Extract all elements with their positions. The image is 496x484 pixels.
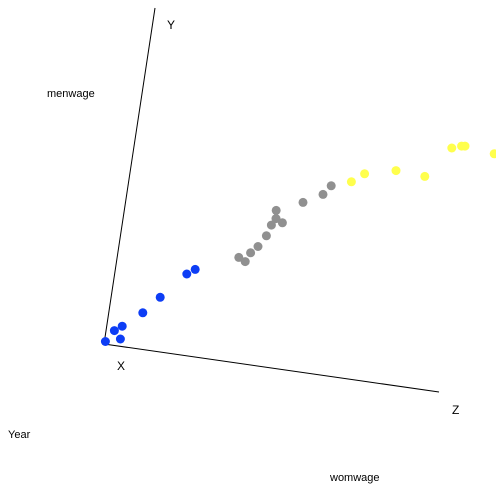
data-point-gray-11 xyxy=(253,242,263,251)
y-axis-line xyxy=(103,7,156,345)
data-point-blue-3 xyxy=(115,334,125,344)
data-point-yellow-22 xyxy=(391,166,401,176)
year-axis-label: Year xyxy=(8,429,31,441)
data-point-gray-17 xyxy=(298,197,308,207)
womwage-axis-label: womwage xyxy=(329,472,380,484)
data-point-yellow-26 xyxy=(460,141,470,151)
menwage-axis-label: menwage xyxy=(47,88,95,100)
data-point-gray-8 xyxy=(234,252,244,262)
data-points xyxy=(100,141,496,346)
data-point-gray-10 xyxy=(246,248,256,258)
data-point-gray-18 xyxy=(318,189,328,199)
data-point-blue-2 xyxy=(109,326,119,336)
data-point-yellow-27 xyxy=(489,149,496,159)
y-axis-letter: Y xyxy=(167,18,175,32)
data-point-yellow-20 xyxy=(346,177,356,187)
data-point-blue-7 xyxy=(190,264,200,274)
data-point-gray-15 xyxy=(277,218,287,228)
data-point-yellow-24 xyxy=(447,143,457,153)
data-point-gray-13 xyxy=(266,220,276,230)
data-point-gray-14 xyxy=(271,214,281,224)
data-point-blue-5 xyxy=(155,292,165,302)
data-point-yellow-21 xyxy=(360,169,370,179)
data-point-gray-19 xyxy=(326,181,336,191)
data-point-blue-0 xyxy=(100,337,110,346)
data-point-gray-12 xyxy=(261,231,271,241)
data-point-gray-9 xyxy=(240,257,250,267)
x-axis-letter: X xyxy=(117,359,125,373)
z-axis-line xyxy=(103,343,440,393)
data-point-blue-6 xyxy=(182,269,192,279)
data-point-blue-4 xyxy=(138,308,148,318)
axes xyxy=(103,7,440,393)
z-axis-letter: Z xyxy=(452,403,459,417)
data-point-yellow-23 xyxy=(420,171,430,181)
data-point-gray-16 xyxy=(271,205,281,215)
data-point-blue-1 xyxy=(117,321,127,331)
